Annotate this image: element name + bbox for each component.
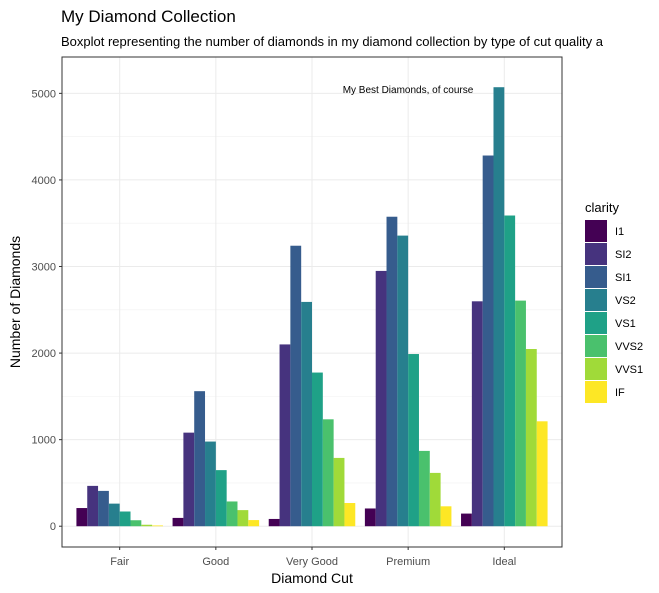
bar-si2-fair [87,485,99,527]
bar-vs1-very-good [312,372,323,527]
y-tick-label: 2000 [32,348,56,360]
bar-if-good [248,520,260,527]
legend-key-if [585,381,607,403]
bar-i1-good [172,517,184,527]
annotation-text: My Best Diamonds, of course [343,85,474,96]
legend-key-vs2 [585,289,607,311]
bar-vs2-very-good [301,301,312,527]
bar-si2-premium [375,270,387,527]
legend-key-si1 [585,266,607,288]
legend-label-if: IF [615,387,625,399]
y-tick-label: 5000 [32,88,56,100]
bar-vs1-good [215,470,227,527]
bars [76,87,548,527]
legend-label-vs1: VS1 [615,318,636,330]
bar-if-ideal [536,421,548,527]
bar-vvs2-good [226,501,238,527]
bar-si2-ideal [471,301,483,527]
legend-key-si2 [585,243,607,265]
y-axis-title: Number of Diamonds [7,236,23,368]
bar-vvs1-very-good [333,457,345,527]
x-tick-label: Ideal [492,556,516,568]
bar-vvs1-premium [429,472,441,527]
y-tick-label: 1000 [32,435,56,447]
x-tick-label: Premium [386,556,430,568]
bar-i1-fair [76,508,88,527]
x-tick-label: Fair [110,556,129,568]
bar-vs2-fair [108,503,120,527]
bar-si1-fair [98,490,109,527]
bar-si1-very-good [290,245,302,527]
bar-vs1-premium [408,354,419,527]
y-axis: 0 1000 2000 3000 4000 5000 [32,88,62,533]
legend-key-vvs1 [585,358,607,380]
legend-key-vs1 [585,312,607,334]
legend-key-i1 [585,220,607,242]
y-tick-label: 4000 [32,175,56,187]
x-tick-label: Very Good [286,556,338,568]
bar-vs1-ideal [504,215,516,527]
bar-si2-very-good [279,344,291,527]
bar-vvs2-very-good [322,419,334,527]
legend-label-si2: SI2 [615,249,632,261]
bar-if-fair [152,525,163,527]
bar-i1-ideal [461,513,472,527]
chart-title: My Diamond Collection [61,7,236,26]
legend-label-si1: SI1 [615,272,632,284]
x-axis: Fair Good Very Good Premium Ideal [110,547,516,568]
bar-vvs1-good [237,510,249,527]
plot-panel: My Best Diamonds, of course [61,56,563,548]
x-tick-label: Good [202,556,229,568]
chart-subtitle: Boxplot representing the number of diamo… [61,34,604,49]
bar-vs2-ideal [493,87,505,527]
x-axis-title: Diamond Cut [271,570,353,586]
y-tick-label: 0 [50,521,56,533]
bar-vvs2-premium [418,450,430,527]
legend-key-vvs2 [585,335,607,357]
legend-label-vvs1: VVS1 [615,364,643,376]
bar-i1-premium [364,508,376,527]
bar-vs2-good [205,441,216,527]
bar-if-premium [440,506,452,527]
legend-title: clarity [585,200,619,215]
legend: clarity I1 SI2 SI1 VS2 VS1 VVS2 VVS1 IF [585,200,643,403]
bar-si2-good [183,432,195,527]
legend-label-i1: I1 [615,226,624,238]
bar-if-very-good [344,503,356,527]
bar-vvs2-ideal [515,300,526,527]
bar-vs2-premium [397,235,409,527]
bar-si1-ideal [482,155,494,527]
bar-vvs2-fair [130,520,142,527]
bar-si1-good [194,391,206,527]
bar-vvs1-ideal [525,349,537,527]
bar-i1-very-good [268,518,280,527]
bar-vs1-fair [119,511,131,527]
bar-vvs1-fair [141,524,153,527]
legend-label-vs2: VS2 [615,295,636,307]
bar-si1-premium [386,216,398,527]
legend-label-vvs2: VVS2 [615,341,643,353]
y-tick-label: 3000 [32,262,56,274]
